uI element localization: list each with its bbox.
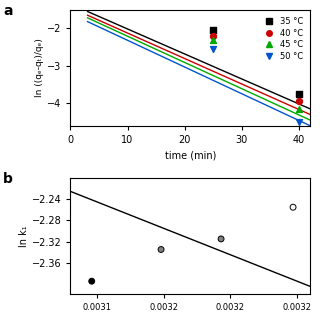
Point [219, 236, 224, 242]
Text: a: a [3, 4, 13, 18]
Point [296, 92, 301, 97]
Point [296, 99, 301, 104]
Point [211, 37, 216, 42]
Y-axis label: ln ((qₑ-qₜ)/qₑ): ln ((qₑ-qₜ)/qₑ) [35, 38, 44, 97]
Legend: 35 °C, 40 °C, 45 °C, 50 °C: 35 °C, 40 °C, 45 °C, 50 °C [257, 14, 306, 64]
Point [211, 28, 216, 33]
Point [211, 46, 216, 52]
Point [211, 33, 216, 38]
Point [291, 205, 296, 210]
Point [158, 247, 164, 252]
Point [89, 279, 94, 284]
Point [296, 107, 301, 112]
X-axis label: time (min): time (min) [165, 150, 216, 160]
Text: b: b [3, 172, 13, 186]
Point [296, 120, 301, 125]
Y-axis label: ln k₁: ln k₁ [19, 226, 29, 247]
